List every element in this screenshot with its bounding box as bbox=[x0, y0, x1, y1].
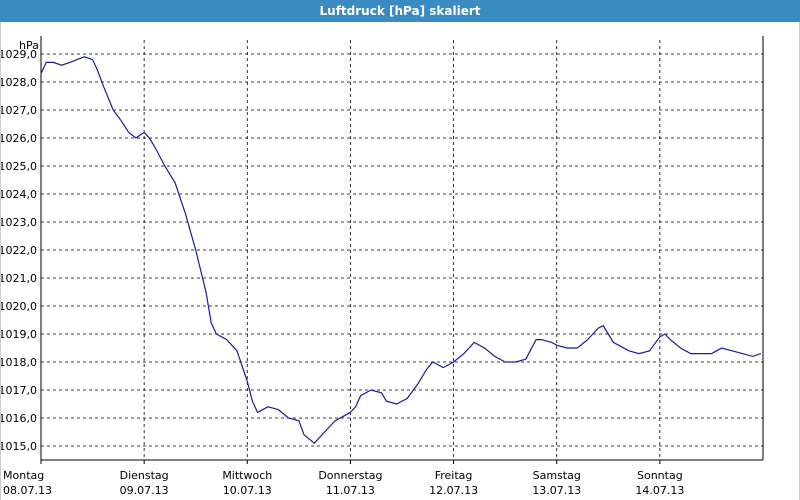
x-tick-date-label: 08.07.13 bbox=[3, 484, 52, 497]
x-tick-day-label: Sonntag bbox=[637, 469, 683, 482]
y-axis-ticks: 1015,0 1016,0 1017,0 1018,0 1019,0 1020,0 1021… bbox=[1, 48, 37, 453]
y-tick-label: 1023,0 bbox=[1, 216, 37, 229]
x-tick-date-label: 10.07.13 bbox=[223, 484, 272, 497]
line-chart: 1015,0 1016,0 1017,0 1018,0 1019,0 1020,0 1021… bbox=[1, 36, 764, 497]
x-tick-day-label: Samstag bbox=[533, 469, 581, 482]
y-tick-label: 1018,0 bbox=[1, 356, 37, 369]
x-tick-date-label: 13.07.13 bbox=[532, 484, 581, 497]
grid-lines bbox=[40, 40, 763, 460]
y-tick-label: 1016,0 bbox=[1, 412, 37, 425]
y-tick-label: 1019,0 bbox=[1, 328, 37, 341]
y-tick-label: 1021,0 bbox=[1, 272, 37, 285]
axes bbox=[40, 36, 764, 461]
y-tick-label: 1015,0 bbox=[1, 440, 37, 453]
y-tick-label: 1025,0 bbox=[1, 160, 37, 173]
y-tick-label: 1020,0 bbox=[1, 300, 37, 313]
x-tick-day-label: Mittwoch bbox=[222, 469, 272, 482]
y-tick-label: 1017,0 bbox=[1, 384, 37, 397]
x-tick-day-label: Montag bbox=[3, 469, 44, 482]
y-tick-label: 1026,0 bbox=[1, 132, 37, 145]
y-tick-label: 1022,0 bbox=[1, 244, 37, 257]
y-axis-unit-label: hPa bbox=[19, 39, 39, 52]
x-tick-day-label: Donnerstag bbox=[318, 469, 382, 482]
chart-title: Luftdruck [hPa] skaliert bbox=[0, 0, 800, 22]
x-tick-date-label: 09.07.13 bbox=[120, 484, 169, 497]
x-axis-ticks: Montag 08.07.13 Dienstag 09.07.13 Mittwoch 10… bbox=[3, 460, 684, 497]
chart-area: 1015,0 1016,0 1017,0 1018,0 1019,0 1020,0 1021… bbox=[0, 22, 800, 500]
y-tick-label: 1029,0 bbox=[1, 48, 37, 61]
x-tick-date-label: 12.07.13 bbox=[429, 484, 478, 497]
x-tick-day-label: Dienstag bbox=[120, 469, 169, 482]
y-tick-label: 1027,0 bbox=[1, 104, 37, 117]
x-tick-day-label: Freitag bbox=[435, 469, 473, 482]
y-tick-label: 1028,0 bbox=[1, 76, 37, 89]
series-line-luftdruck bbox=[40, 56, 762, 445]
y-tick-label: 1024,0 bbox=[1, 188, 37, 201]
x-tick-date-label: 11.07.13 bbox=[326, 484, 375, 497]
x-tick-date-label: 14.07.13 bbox=[635, 484, 684, 497]
